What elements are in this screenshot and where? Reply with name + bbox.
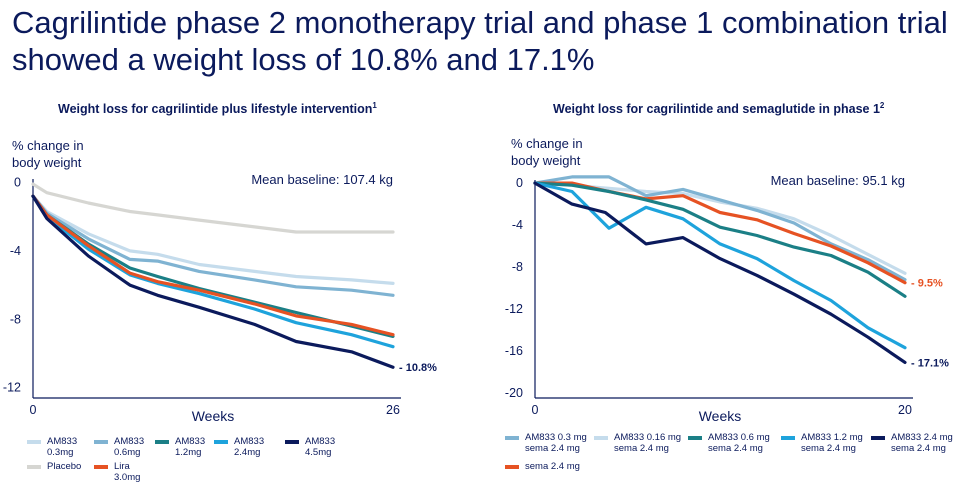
right-series-am833-0-3-mg-sema-2-4-mg (533, 175, 907, 282)
left-y-axis-label: % change in body weight (12, 138, 84, 170)
right-legend-item: sema 2.4 mg (505, 461, 580, 472)
left-chart-title: Weight loss for cagrilintide plus lifest… (58, 101, 377, 117)
left-series-lira-3-0mg (31, 194, 395, 337)
right-y-tick-label: -20 (505, 386, 523, 400)
left-legend-swatch (155, 440, 169, 444)
right-legend-label: AM833 0.3 mg sema 2.4 mg (525, 432, 587, 454)
left-legend-label: AM833 0.6mg (114, 436, 145, 458)
page-title: Cagrilintide phase 2 monotherapy trial a… (12, 5, 948, 77)
left-legend-swatch (94, 440, 108, 444)
right-series-am833-1-2-mg-sema-2-4-mg (533, 181, 907, 350)
right-y-axis-label: % change in body weight (511, 136, 583, 168)
right-end-label: - 17.1% (911, 357, 949, 369)
right-legend-label: AM833 0.16 mg sema 2.4 mg (614, 432, 682, 454)
right-x-tick-label: 20 (898, 403, 912, 417)
right-legend-swatch (871, 436, 885, 440)
right-legend-swatch (505, 436, 519, 440)
left-series-placebo (31, 182, 395, 234)
right-end-label: - 9.5% (911, 278, 943, 290)
left-series-am833-4-5mg (31, 194, 395, 369)
right-x-axis-label: Weeks (699, 408, 742, 424)
right-y-tick-label: -8 (512, 260, 523, 274)
right-legend-label: AM833 2.4 mg sema 2.4 mg (891, 432, 953, 454)
left-legend-item: AM833 0.3mg (27, 436, 77, 458)
left-legend-label: AM833 1.2mg (175, 436, 206, 458)
left-legend-item: AM833 2.4mg (214, 436, 264, 458)
left-y-tick-label: -12 (3, 381, 21, 395)
right-legend-swatch (594, 436, 608, 440)
left-legend-swatch (285, 440, 299, 444)
right-legend-item: AM833 0.16 mg sema 2.4 mg (594, 432, 681, 454)
right-legend-label: AM833 1.2 mg sema 2.4 mg (801, 432, 863, 454)
left-legend-label: AM833 0.3mg (47, 436, 78, 458)
left-legend-swatch (214, 440, 228, 444)
right-y-tick-label: -4 (512, 218, 523, 232)
right-series-sema-2-4-mg (533, 181, 907, 285)
left-legend-item: AM833 4.5mg (285, 436, 335, 458)
left-y-tick-label: 0 (14, 175, 21, 189)
left-legend-label: AM833 2.4mg (234, 436, 265, 458)
left-legend-swatch (27, 465, 41, 469)
right-legend-swatch (505, 465, 519, 469)
right-chart-title: Weight loss for cagrilintide and semaglu… (553, 101, 885, 117)
right-y-tick-label: -16 (505, 344, 523, 358)
left-legend-item: AM833 0.6mg (94, 436, 144, 458)
right-x-tick-label: 0 (532, 403, 539, 417)
left-legend-item: Placebo (27, 461, 81, 472)
right-legend-item: AM833 1.2 mg sema 2.4 mg (781, 432, 863, 454)
right-legend-swatch (781, 436, 795, 440)
right-legend-label: sema 2.4 mg (525, 461, 580, 472)
right-series-am833-0-6-mg-sema-2-4-mg (533, 181, 907, 298)
left-series-am833-0-3mg (31, 194, 395, 285)
left-y-tick-label: -8 (10, 312, 21, 326)
left-end-label: - 10.8% (399, 362, 437, 374)
right-legend-label: AM833 0.6 mg sema 2.4 mg (708, 432, 770, 454)
left-series-am833-2-4mg (31, 194, 395, 349)
right-series-am833-2-4-mg-sema-2-4-mg (533, 181, 907, 364)
right-y-tick-label: 0 (516, 176, 523, 190)
right-baseline-note: Mean baseline: 95.1 kg (771, 173, 905, 188)
left-legend-label: AM833 4.5mg (305, 436, 336, 458)
right-legend-swatch (688, 436, 702, 440)
left-x-tick-label: 0 (30, 403, 37, 417)
left-series-am833-0-6mg (31, 194, 395, 297)
left-x-tick-label: 26 (386, 403, 400, 417)
left-x-axis-label: Weeks (192, 408, 235, 424)
right-legend-item: AM833 0.6 mg sema 2.4 mg (688, 432, 770, 454)
right-y-tick-label: -12 (505, 302, 523, 316)
right-legend-item: AM833 0.3 mg sema 2.4 mg (505, 432, 587, 454)
left-line-chart: 0 -4 -8 -12 0 26 Weeks Mean baseline: 107.4 kg -… (3, 172, 437, 424)
left-legend-swatch (94, 465, 108, 469)
left-y-tick-label: -4 (10, 244, 21, 258)
left-legend-label: Placebo (47, 461, 82, 472)
left-legend-label: Lira 3.0mg (114, 461, 141, 483)
left-legend-swatch (27, 440, 41, 444)
left-baseline-note: Mean baseline: 107.4 kg (251, 172, 393, 187)
left-legend-item: AM833 1.2mg (155, 436, 205, 458)
left-legend-item: Lira 3.0mg (94, 461, 140, 483)
right-legend-item: AM833 2.4 mg sema 2.4 mg (871, 432, 953, 454)
